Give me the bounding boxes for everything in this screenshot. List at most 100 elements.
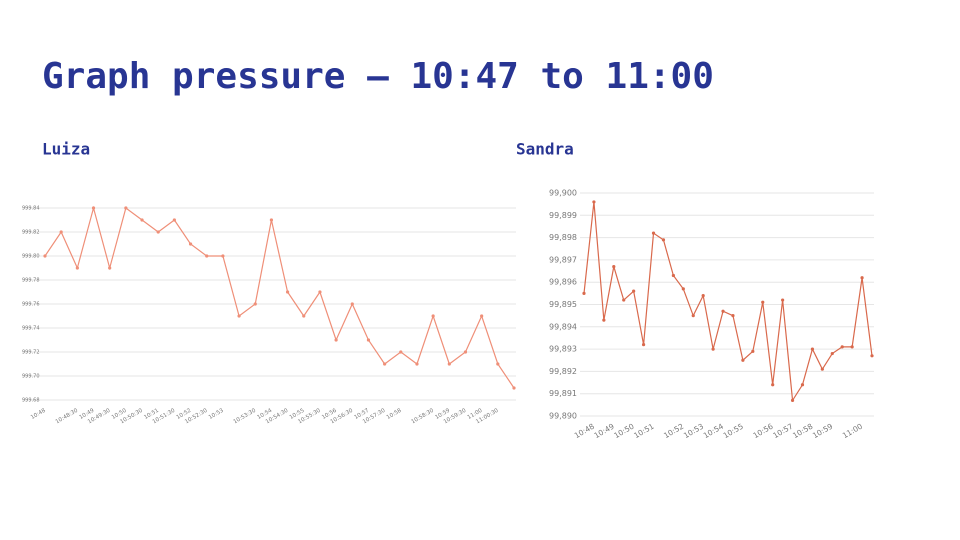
y-tick-label: 99,897 xyxy=(549,255,577,264)
point xyxy=(622,298,626,302)
point xyxy=(840,345,844,349)
x-tick-label: 10:50 xyxy=(612,422,635,441)
x-tick-label: 10:55 xyxy=(722,422,745,441)
point xyxy=(820,367,824,371)
point xyxy=(751,349,755,353)
point xyxy=(221,254,225,258)
point xyxy=(285,290,290,294)
point xyxy=(383,362,387,366)
y-tick-label: 999.78 xyxy=(22,278,40,284)
x-tick-label: 10:58 xyxy=(791,422,814,441)
x-tick-label: 10:58 xyxy=(386,408,403,421)
point xyxy=(711,347,715,351)
chart-title: Luiza xyxy=(42,140,90,159)
x-tick-label: 10:53 xyxy=(682,422,705,441)
point xyxy=(496,362,500,366)
point xyxy=(771,383,775,387)
point xyxy=(721,309,725,313)
point xyxy=(602,318,606,322)
x-tick-label: 10:48 xyxy=(30,408,47,421)
point xyxy=(800,383,805,387)
y-tick-label: 999.76 xyxy=(22,302,40,308)
point xyxy=(612,264,616,269)
point xyxy=(512,386,516,390)
point xyxy=(463,350,468,354)
point xyxy=(741,358,745,362)
point xyxy=(188,242,193,246)
point xyxy=(253,302,257,306)
x-tick-label: 11:00 xyxy=(841,422,864,441)
y-tick-label: 99,895 xyxy=(549,300,577,309)
point xyxy=(651,231,656,235)
point xyxy=(830,351,834,356)
point xyxy=(156,230,160,234)
point xyxy=(59,230,63,234)
point xyxy=(108,266,112,270)
point xyxy=(366,338,371,342)
point xyxy=(302,314,306,318)
point xyxy=(582,291,586,295)
x-tick-label: 10:56 xyxy=(751,422,774,441)
line xyxy=(44,205,515,389)
y-tick-label: 999.74 xyxy=(22,326,40,332)
y-tick-label: 99,898 xyxy=(549,233,577,242)
y-tick-label: 99,894 xyxy=(549,322,577,331)
point xyxy=(790,398,795,402)
point xyxy=(334,338,338,342)
point xyxy=(318,290,322,294)
x-tick-label: 10:53:30 xyxy=(233,408,258,426)
x-tick-label: 10:52 xyxy=(662,422,685,441)
x-tick-label: 10:53 xyxy=(208,408,225,421)
point xyxy=(671,273,675,278)
slide-title: Graph pressure – 10:47 to 11:00 xyxy=(42,56,714,97)
point xyxy=(269,218,274,222)
point xyxy=(91,206,96,210)
point xyxy=(661,238,666,242)
point xyxy=(850,345,854,349)
point xyxy=(124,206,128,210)
point xyxy=(592,200,596,204)
point xyxy=(205,254,209,258)
point xyxy=(75,266,79,270)
point xyxy=(691,314,695,318)
y-tick-label: 999.84 xyxy=(22,206,40,212)
point xyxy=(140,218,144,222)
x-tick-label: 10:48:30 xyxy=(55,408,80,426)
point xyxy=(632,289,636,293)
x-tick-label: 10:57 xyxy=(771,422,794,441)
y-tick-label: 999.70 xyxy=(22,374,40,380)
chart-title: Sandra xyxy=(516,140,574,159)
y-tick-label: 99,900 xyxy=(549,189,577,198)
y-tick-label: 999.68 xyxy=(22,398,40,404)
point xyxy=(681,287,685,291)
point xyxy=(350,302,354,306)
point xyxy=(810,347,815,351)
point xyxy=(43,254,47,258)
point xyxy=(731,314,735,318)
point xyxy=(172,218,176,222)
point xyxy=(431,314,435,318)
y-tick-label: 99,892 xyxy=(549,367,577,376)
point xyxy=(415,362,419,366)
point xyxy=(761,300,765,304)
line xyxy=(583,201,873,403)
x-tick-label: 10:59 xyxy=(811,422,834,441)
y-tick-label: 99,891 xyxy=(549,389,577,398)
y-tick-label: 99,890 xyxy=(549,412,577,421)
x-tick-label: 10:54 xyxy=(702,422,725,441)
point xyxy=(870,354,874,358)
point xyxy=(641,343,646,347)
x-tick-label: 10:49 xyxy=(593,422,616,441)
x-tick-label: 10:48 xyxy=(573,422,596,441)
y-tick-label: 999.82 xyxy=(22,230,40,236)
point xyxy=(701,293,705,298)
y-tick-label: 999.80 xyxy=(22,254,40,260)
point xyxy=(237,314,241,318)
y-tick-label: 99,896 xyxy=(549,278,577,287)
x-tick-label: 10:58:30 xyxy=(410,408,435,426)
x-tick-label: 10:51 xyxy=(632,422,655,441)
point xyxy=(399,350,403,354)
y-tick-label: 99,899 xyxy=(549,211,577,220)
point xyxy=(781,298,785,302)
